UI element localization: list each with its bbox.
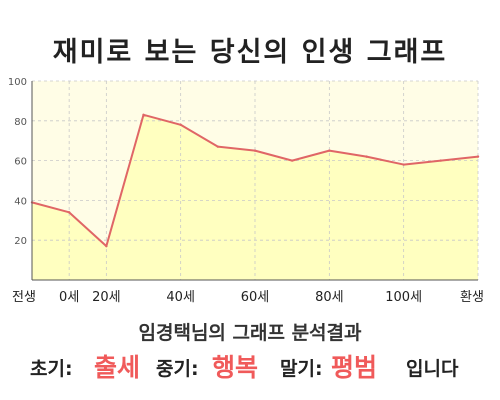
y-tick-label: 80 xyxy=(14,117,27,128)
analysis-heading: 임경택님의 그래프 분석결과 xyxy=(138,322,362,344)
analysis-summary: 초기: 출세 중기: 행복 말기: 평범 입니다 xyxy=(0,348,500,382)
y-tick-label: 20 xyxy=(14,236,27,247)
data-point xyxy=(439,159,443,162)
early-value: 출세 xyxy=(94,353,141,382)
data-point xyxy=(365,155,368,158)
late-label: 말기: xyxy=(280,358,323,380)
data-point xyxy=(142,113,145,117)
data-point xyxy=(290,159,294,162)
middle-value: 행복 xyxy=(212,353,259,382)
x-tick-label: 전생 xyxy=(12,290,36,305)
x-tick-label: 100세 xyxy=(385,290,422,305)
data-point xyxy=(105,244,108,248)
data-point xyxy=(328,149,331,152)
chart-title: 재미로 보는 당신의 인생 그래프 xyxy=(52,37,448,68)
y-tick-label: 60 xyxy=(14,157,27,168)
data-point xyxy=(476,155,480,158)
data-point xyxy=(67,211,71,214)
x-tick-label: 0세 xyxy=(59,290,79,305)
x-tick-label: 80세 xyxy=(315,290,344,305)
life-graph-chart: 20 40 60 80 100 전생 0세 20세 40세 60세 80세 100세 환생 xyxy=(8,77,484,305)
x-tick-label: 40세 xyxy=(166,290,195,305)
ending-text: 입니다 xyxy=(406,358,459,380)
y-tick-label: 40 xyxy=(14,196,27,207)
data-point xyxy=(179,123,182,126)
y-tick-label: 100 xyxy=(8,77,27,88)
late-value: 평범 xyxy=(331,353,378,382)
middle-label: 중기: xyxy=(156,358,199,380)
data-point xyxy=(402,163,405,166)
early-label: 초기: xyxy=(30,358,73,380)
x-tick-label: 60세 xyxy=(241,290,270,305)
x-tick-label: 환생 xyxy=(460,290,484,305)
x-tick-label: 20세 xyxy=(92,290,121,305)
data-point xyxy=(253,149,257,152)
data-point xyxy=(216,145,220,148)
